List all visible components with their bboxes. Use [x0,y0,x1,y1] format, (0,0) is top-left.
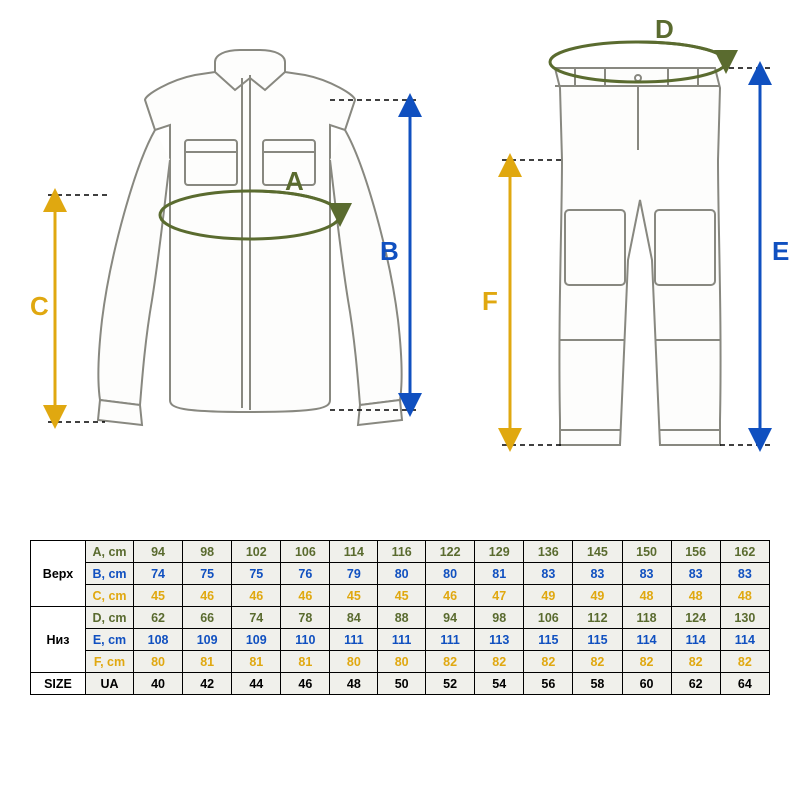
group-top: Верх [31,541,86,607]
size-label: SIZE [31,673,86,695]
measure-C: C [30,200,55,417]
label-D: D [655,14,674,44]
label-C: C [30,291,49,321]
garment-diagram: A B C [0,0,800,470]
row-label: F, cm [86,651,134,673]
row-label: B, cm [86,563,134,585]
size-unit: UA [86,673,134,695]
label-B: B [380,236,399,266]
label-F: F [482,286,498,316]
measure-F: F [482,165,510,440]
measure-E: E [760,73,789,440]
row-label: E, cm [86,629,134,651]
row-label: D, cm [86,607,134,629]
group-bottom: Низ [31,607,86,673]
label-A: A [285,166,304,196]
label-E: E [772,236,789,266]
row-label: A, cm [86,541,134,563]
size-table: ВерхA, cm9498102106114116122129136145150… [30,540,770,695]
row-label: C, cm [86,585,134,607]
pants-outline [555,68,721,445]
